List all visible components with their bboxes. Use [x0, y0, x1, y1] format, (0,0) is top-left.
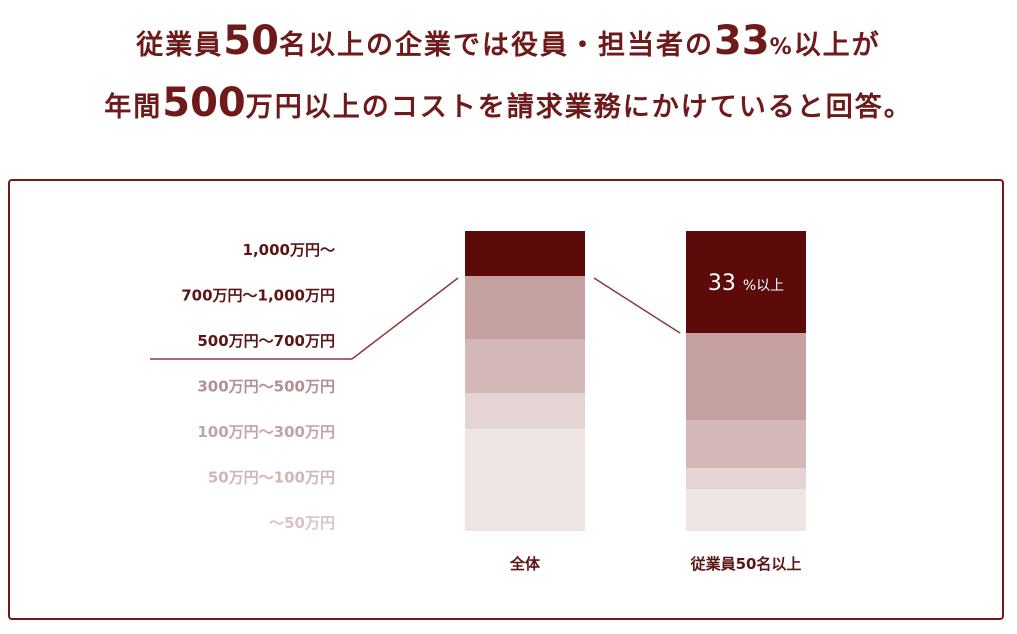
bar-segment-0-1: [465, 276, 585, 339]
bar-segment-0-3: [465, 393, 585, 429]
legend-label-3: 300万円～500万円: [197, 378, 335, 396]
headline-2-a: 年間: [104, 92, 163, 123]
legend-label-2: 500万円～700万円: [197, 332, 335, 350]
bar-segment-1-2: [686, 420, 806, 468]
annotation-text: 33 %以上: [708, 271, 784, 296]
chart-frame: [8, 179, 1004, 620]
headline-1-b: 50: [223, 18, 279, 64]
bar-segment-1-3: [686, 468, 806, 489]
bar-segment-0-0: [465, 231, 585, 276]
headline-1-e: %: [769, 35, 794, 60]
bar-segment-1-0: [686, 231, 806, 333]
bar-segment-1-4: [686, 489, 806, 531]
category-label-1: 従業員50名以上: [690, 555, 802, 573]
legend-label-1: 700万円～1,000万円: [181, 287, 335, 305]
headline-line-1: 従業員50名以上の企業では役員・担当者の33%以上が: [0, 18, 1017, 64]
headline-1-d: 33: [713, 18, 770, 64]
legend-label-5: 50万円～100万円: [208, 469, 335, 487]
headline-1-c: 名以上の企業では役員・担当者の: [278, 30, 714, 61]
legend-label-0: 1,000万円～: [243, 241, 335, 259]
headline-line-2: 年間500万円以上のコストを請求業務にかけていると回答。: [0, 80, 1017, 126]
category-label-0: 全体: [509, 555, 541, 573]
threshold-connector-right: [593, 277, 681, 334]
headline-2-c: 万円以上のコストを請求業務にかけていると回答。: [245, 92, 913, 123]
legend-label-4: 100万円～300万円: [197, 423, 335, 441]
threshold-connector-left: [351, 277, 459, 360]
headline-2-b: 500: [162, 80, 246, 126]
bar-segment-1-1: [686, 333, 806, 420]
legend-label-6: ～50万円: [269, 514, 335, 532]
bar-segment-0-4: [465, 429, 585, 531]
headline-1-a: 従業員: [136, 30, 224, 61]
bar-segment-0-2: [465, 339, 585, 393]
headline-1-f: 以上が: [793, 30, 881, 61]
